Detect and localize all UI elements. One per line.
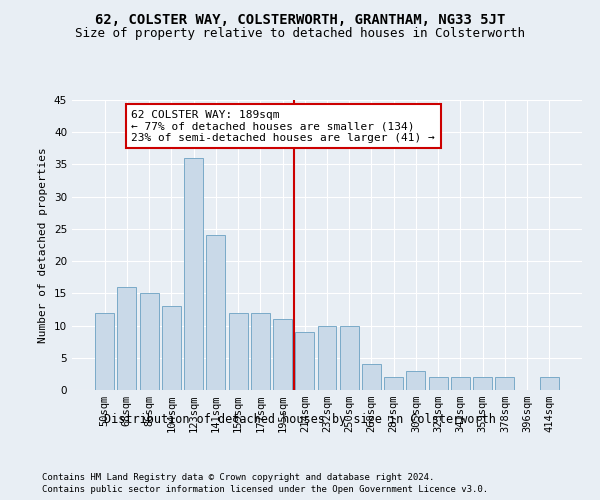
Text: Distribution of detached houses by size in Colsterworth: Distribution of detached houses by size …: [104, 412, 496, 426]
Text: 62, COLSTER WAY, COLSTERWORTH, GRANTHAM, NG33 5JT: 62, COLSTER WAY, COLSTERWORTH, GRANTHAM,…: [95, 12, 505, 26]
Text: Contains public sector information licensed under the Open Government Licence v3: Contains public sector information licen…: [42, 485, 488, 494]
Y-axis label: Number of detached properties: Number of detached properties: [38, 147, 49, 343]
Bar: [362, 364, 381, 390]
Bar: [140, 294, 158, 390]
Bar: [384, 377, 403, 390]
Text: Contains HM Land Registry data © Crown copyright and database right 2024.: Contains HM Land Registry data © Crown c…: [42, 472, 434, 482]
Text: 62 COLSTER WAY: 189sqm
← 77% of detached houses are smaller (134)
23% of semi-de: 62 COLSTER WAY: 189sqm ← 77% of detached…: [131, 110, 435, 143]
Bar: [184, 158, 203, 390]
Bar: [496, 377, 514, 390]
Bar: [118, 287, 136, 390]
Bar: [95, 312, 114, 390]
Bar: [451, 377, 470, 390]
Bar: [317, 326, 337, 390]
Bar: [206, 236, 225, 390]
Bar: [251, 312, 270, 390]
Bar: [273, 319, 292, 390]
Bar: [229, 312, 248, 390]
Bar: [162, 306, 181, 390]
Text: Size of property relative to detached houses in Colsterworth: Size of property relative to detached ho…: [75, 28, 525, 40]
Bar: [540, 377, 559, 390]
Bar: [406, 370, 425, 390]
Bar: [429, 377, 448, 390]
Bar: [340, 326, 359, 390]
Bar: [295, 332, 314, 390]
Bar: [473, 377, 492, 390]
